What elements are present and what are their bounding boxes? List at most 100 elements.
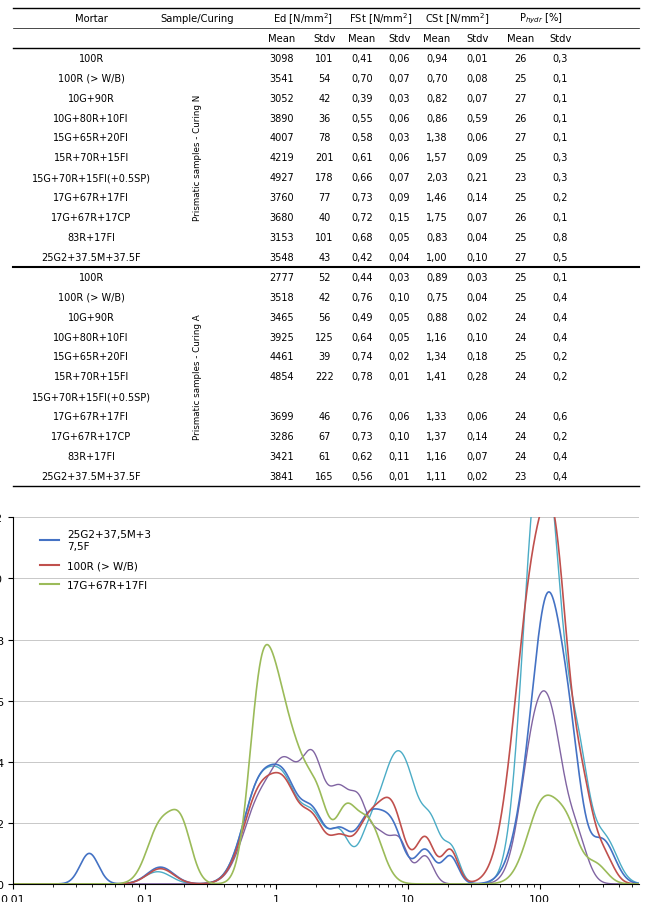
Text: 26: 26 bbox=[515, 213, 527, 223]
Text: 78: 78 bbox=[318, 133, 331, 143]
Text: 3925: 3925 bbox=[270, 332, 294, 342]
Text: 201: 201 bbox=[315, 153, 333, 163]
Text: 0,01: 0,01 bbox=[389, 372, 410, 382]
Text: 0,02: 0,02 bbox=[466, 472, 488, 482]
Text: 24: 24 bbox=[515, 411, 527, 422]
Text: 0,07: 0,07 bbox=[389, 74, 410, 84]
Text: 100R: 100R bbox=[79, 272, 104, 282]
Text: 1,57: 1,57 bbox=[426, 153, 448, 163]
Text: 3699: 3699 bbox=[270, 411, 294, 422]
Text: 0,09: 0,09 bbox=[389, 193, 410, 203]
Text: 3548: 3548 bbox=[270, 253, 294, 262]
Text: 10G+90R: 10G+90R bbox=[68, 312, 115, 322]
Text: 0,39: 0,39 bbox=[352, 94, 373, 104]
Text: 24: 24 bbox=[515, 452, 527, 462]
Text: 0,74: 0,74 bbox=[351, 352, 373, 362]
Text: 0,94: 0,94 bbox=[426, 54, 448, 64]
Text: 24: 24 bbox=[515, 432, 527, 442]
Text: 4461: 4461 bbox=[270, 352, 294, 362]
Text: Stdv: Stdv bbox=[549, 34, 571, 44]
Text: 0,14: 0,14 bbox=[466, 193, 488, 203]
Text: 0,1: 0,1 bbox=[553, 74, 568, 84]
Text: 4854: 4854 bbox=[270, 372, 294, 382]
Text: 0,1: 0,1 bbox=[553, 114, 568, 124]
Text: 0,11: 0,11 bbox=[389, 452, 410, 462]
Text: 0,1: 0,1 bbox=[553, 213, 568, 223]
Text: Stdv: Stdv bbox=[313, 34, 335, 44]
Text: 23: 23 bbox=[515, 173, 527, 183]
Text: 54: 54 bbox=[318, 74, 331, 84]
Text: 0,55: 0,55 bbox=[351, 114, 373, 124]
Text: 23: 23 bbox=[515, 472, 527, 482]
Text: 0,3: 0,3 bbox=[553, 173, 568, 183]
Text: 0,42: 0,42 bbox=[351, 253, 373, 262]
Text: 27: 27 bbox=[515, 94, 527, 104]
Text: 101: 101 bbox=[315, 233, 333, 243]
Text: 56: 56 bbox=[318, 312, 331, 322]
Text: 3518: 3518 bbox=[270, 292, 294, 302]
Text: 0,4: 0,4 bbox=[553, 452, 568, 462]
Text: 0,15: 0,15 bbox=[389, 213, 410, 223]
Text: 17G+67R+17Fl: 17G+67R+17Fl bbox=[53, 411, 129, 422]
Text: 25: 25 bbox=[515, 193, 527, 203]
Text: 1,00: 1,00 bbox=[426, 253, 448, 262]
Text: 0,09: 0,09 bbox=[466, 153, 488, 163]
Text: 0,89: 0,89 bbox=[426, 272, 448, 282]
Text: 0,03: 0,03 bbox=[389, 94, 410, 104]
Text: 15G+65R+20Fl: 15G+65R+20Fl bbox=[53, 352, 129, 362]
Text: 0,06: 0,06 bbox=[389, 153, 410, 163]
Text: 25: 25 bbox=[515, 352, 527, 362]
Text: 3841: 3841 bbox=[270, 472, 294, 482]
Text: 0,06: 0,06 bbox=[466, 411, 488, 422]
Text: Mean: Mean bbox=[508, 34, 535, 44]
Text: 17G+67R+17CP: 17G+67R+17CP bbox=[51, 213, 131, 223]
Text: 2777: 2777 bbox=[270, 272, 294, 282]
Text: 0,10: 0,10 bbox=[389, 432, 410, 442]
Text: 0,04: 0,04 bbox=[466, 292, 488, 302]
Text: 3890: 3890 bbox=[270, 114, 294, 124]
Text: 0,78: 0,78 bbox=[351, 372, 373, 382]
Text: 4007: 4007 bbox=[270, 133, 294, 143]
Text: 1,16: 1,16 bbox=[426, 332, 448, 342]
Text: 0,03: 0,03 bbox=[389, 133, 410, 143]
Text: 100R (> W/B): 100R (> W/B) bbox=[57, 292, 124, 302]
Text: 0,06: 0,06 bbox=[389, 54, 410, 64]
Text: 0,2: 0,2 bbox=[553, 193, 568, 203]
Text: 25G2+37.5M+37.5F: 25G2+37.5M+37.5F bbox=[41, 472, 141, 482]
Text: 0,04: 0,04 bbox=[466, 233, 488, 243]
Text: 0,56: 0,56 bbox=[351, 472, 373, 482]
Text: 26: 26 bbox=[515, 54, 527, 64]
Text: 25: 25 bbox=[515, 272, 527, 282]
Text: 0,28: 0,28 bbox=[466, 372, 488, 382]
Text: 0,06: 0,06 bbox=[389, 114, 410, 124]
Text: 77: 77 bbox=[318, 193, 331, 203]
Text: 0,59: 0,59 bbox=[466, 114, 488, 124]
Text: 0,8: 0,8 bbox=[553, 233, 568, 243]
Text: 0,4: 0,4 bbox=[553, 292, 568, 302]
Text: 3541: 3541 bbox=[270, 74, 294, 84]
Text: Mean: Mean bbox=[348, 34, 375, 44]
Text: Prismatic samples - Curing A: Prismatic samples - Curing A bbox=[193, 314, 202, 440]
Text: 1,38: 1,38 bbox=[426, 133, 448, 143]
Text: 0,61: 0,61 bbox=[352, 153, 373, 163]
Text: 15R+70R+15Fl: 15R+70R+15Fl bbox=[54, 153, 129, 163]
Text: 0,83: 0,83 bbox=[426, 233, 448, 243]
Text: 0,2: 0,2 bbox=[553, 432, 568, 442]
Text: 0,4: 0,4 bbox=[553, 472, 568, 482]
Text: 3680: 3680 bbox=[270, 213, 294, 223]
Text: 0,06: 0,06 bbox=[389, 411, 410, 422]
Text: 3760: 3760 bbox=[270, 193, 294, 203]
Text: 15G+70R+15Fl(+0.5SP): 15G+70R+15Fl(+0.5SP) bbox=[32, 391, 150, 402]
Text: 0,07: 0,07 bbox=[389, 173, 410, 183]
Text: 0,73: 0,73 bbox=[351, 432, 373, 442]
Text: 0,76: 0,76 bbox=[351, 292, 373, 302]
Text: 0,03: 0,03 bbox=[466, 272, 488, 282]
Text: 40: 40 bbox=[319, 213, 331, 223]
Text: 3153: 3153 bbox=[270, 233, 294, 243]
Text: 1,41: 1,41 bbox=[426, 372, 448, 382]
Text: 17G+67R+17Fl: 17G+67R+17Fl bbox=[53, 193, 129, 203]
Text: 0,86: 0,86 bbox=[426, 114, 448, 124]
Text: P$_{hydr}$ [%]: P$_{hydr}$ [%] bbox=[519, 12, 562, 26]
Text: 0,41: 0,41 bbox=[352, 54, 373, 64]
Text: 0,44: 0,44 bbox=[352, 272, 373, 282]
